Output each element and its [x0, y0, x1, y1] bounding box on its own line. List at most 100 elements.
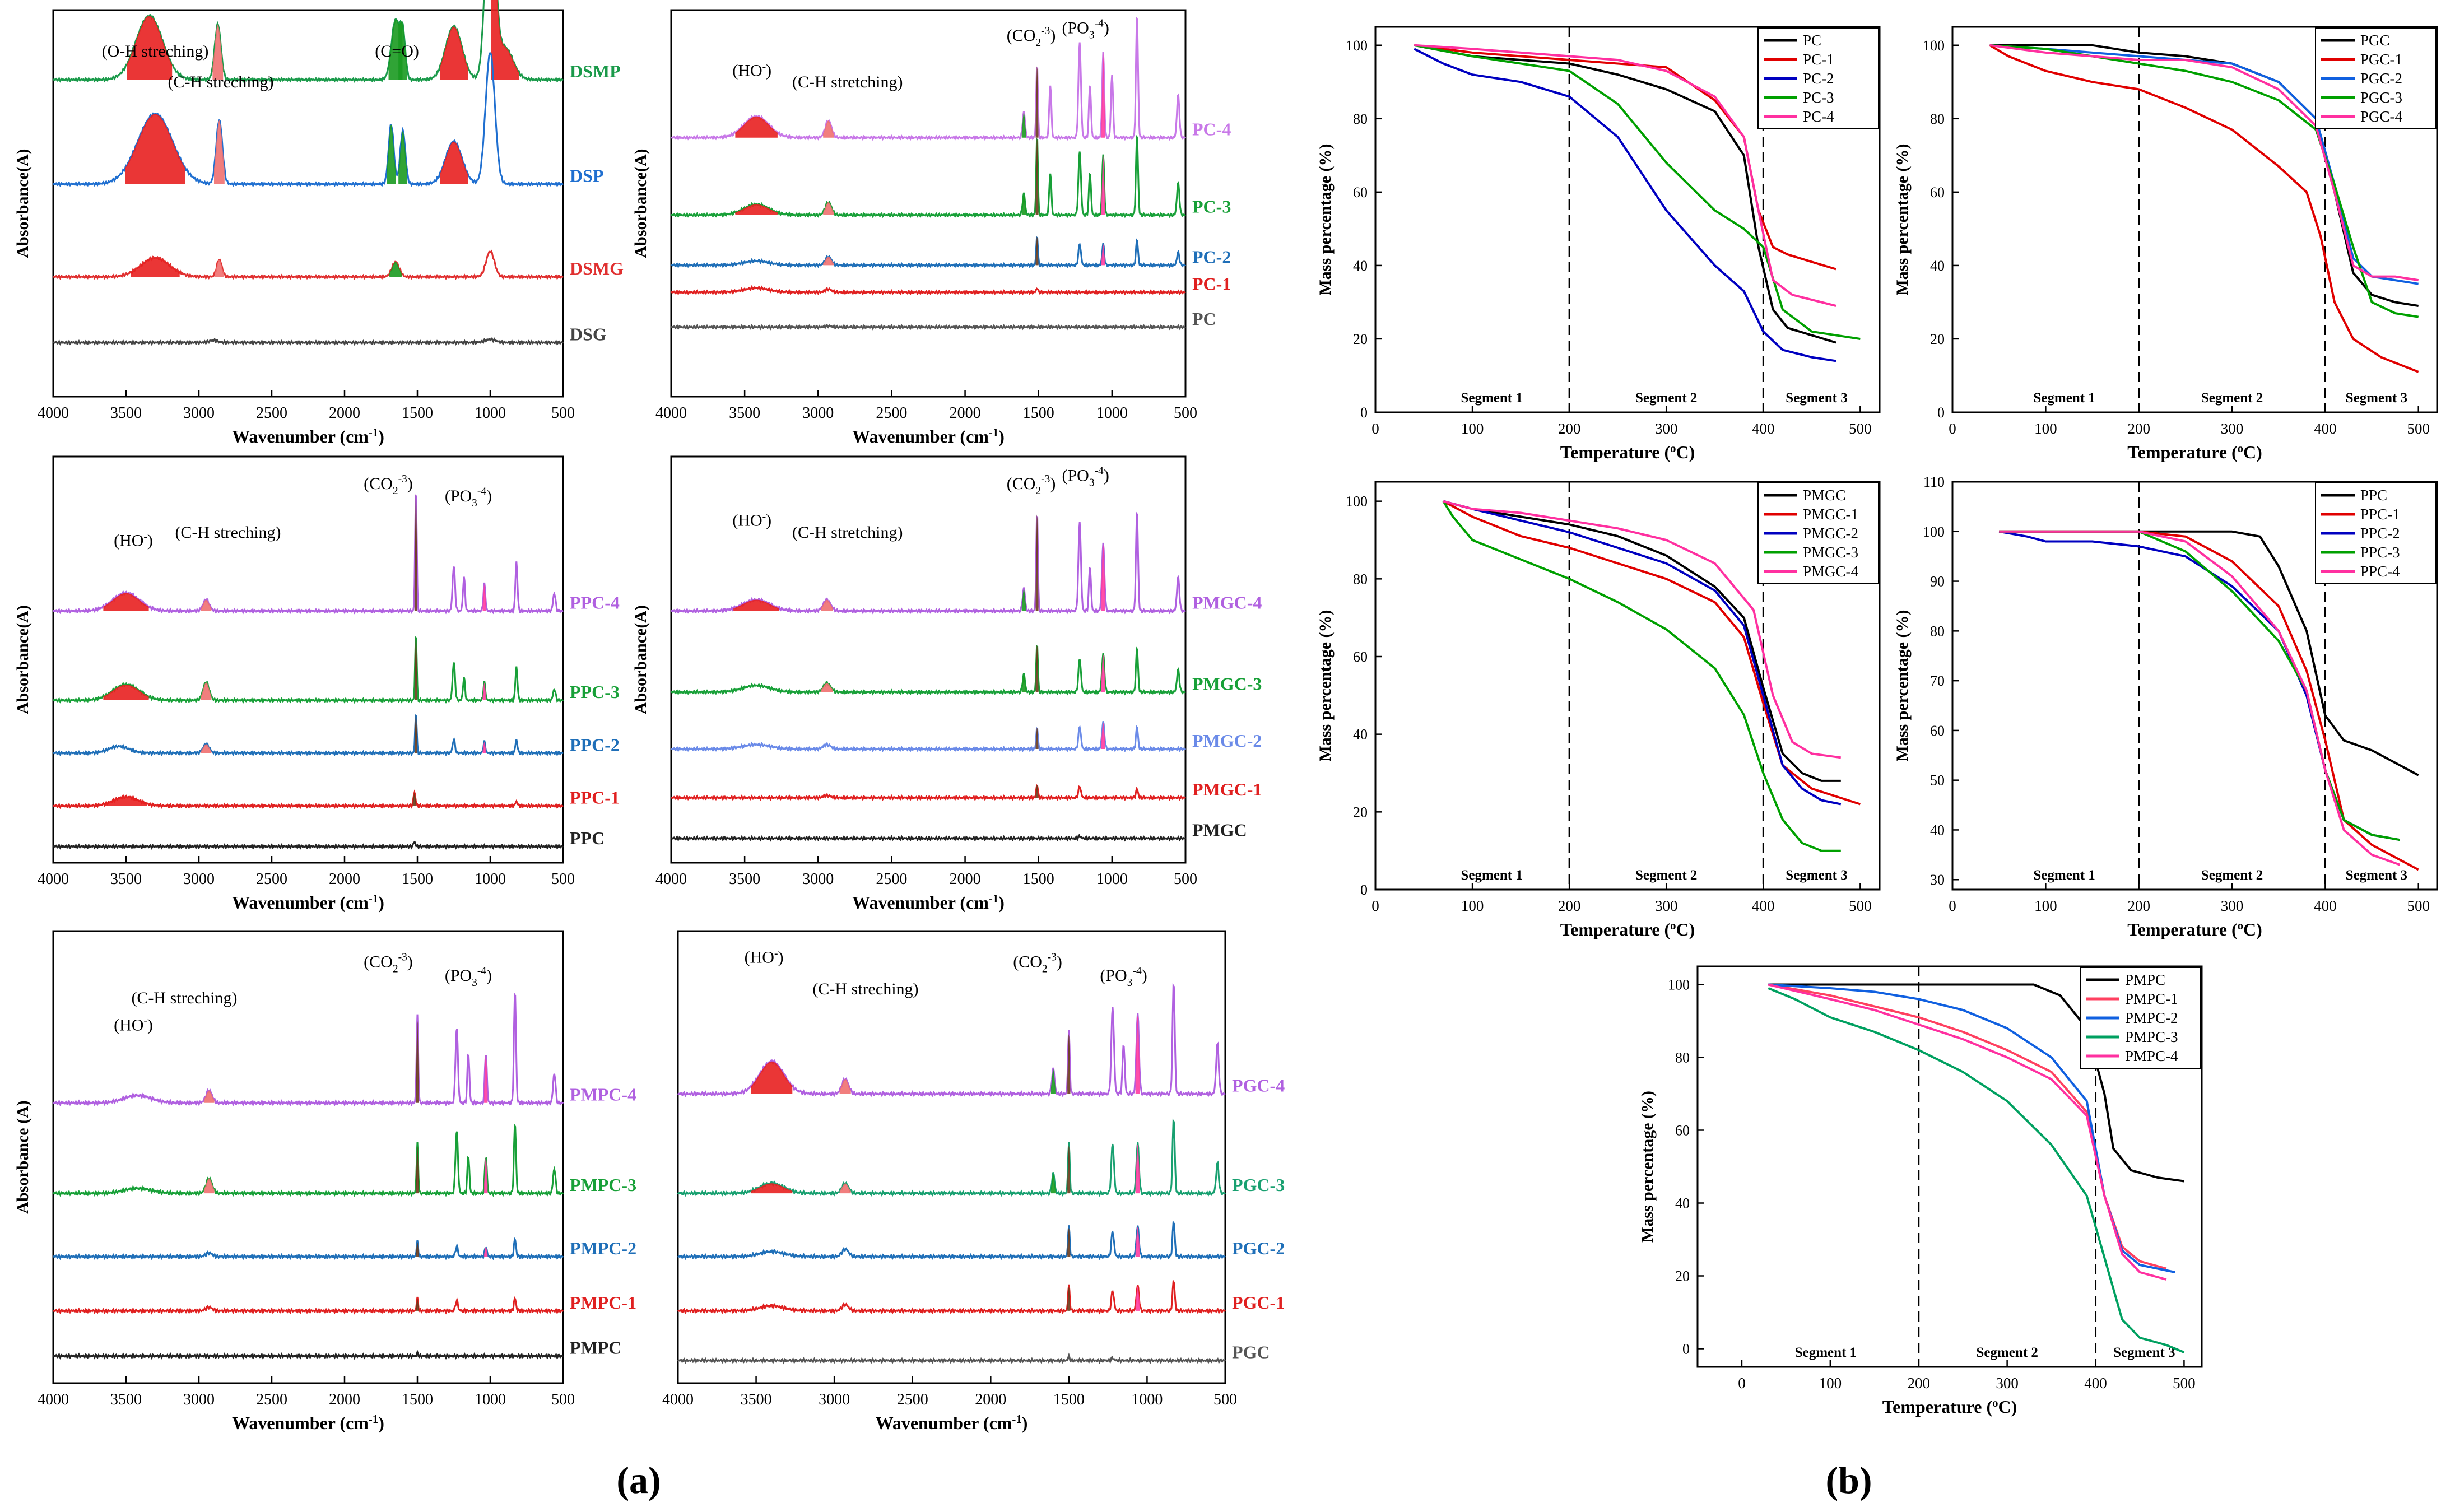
x-tick-label: 500 [1174, 871, 1197, 888]
y-axis-label: Mass percentage (%) [1893, 610, 1912, 761]
series-line-PGC-3 [677, 1118, 1226, 1197]
annotation: (CO2-3) [1007, 473, 1056, 497]
peak-fill [1035, 785, 1039, 798]
x-tick-label: 500 [551, 404, 575, 422]
segment-label: Segment 1 [2033, 390, 2095, 406]
x-tick-label: 2500 [876, 404, 907, 422]
plot-frame [670, 9, 1187, 398]
legend-entry: PMGC-2 [1803, 525, 1858, 542]
y-tick-label: 80 [1675, 1050, 1690, 1066]
y-tick-label: 70 [1930, 673, 1945, 689]
y-axis-label: Mass percentage (%) [1316, 610, 1335, 761]
series-label-DSP: DSP [570, 166, 603, 186]
y-tick-label: 0 [1360, 882, 1368, 898]
peak-fill [416, 1242, 419, 1257]
segment-label: Segment 1 [2033, 868, 2095, 883]
peak-fill [398, 131, 407, 184]
segment-label: Segment 3 [2113, 1345, 2175, 1360]
y-axis-label: Absorbance (A) [13, 1100, 32, 1214]
x-tick-label: 4000 [655, 871, 687, 888]
series-line-PMGC-4 [670, 511, 1187, 615]
peak-fill [751, 1183, 793, 1194]
peak-fill [1021, 113, 1026, 138]
x-tick-label: 400 [1752, 897, 1775, 914]
series-label-PC: PC [1192, 309, 1216, 329]
plot-frame [1374, 26, 1881, 413]
series-line-PMGC-3 [1442, 500, 1841, 852]
x-axis-label: Wavenumber (cm-1) [232, 426, 384, 446]
series-line-PMGC-2 [670, 720, 1187, 753]
x-tick-label: 500 [551, 871, 575, 888]
peak-fill [103, 593, 149, 611]
series-line-PC-2 [1414, 48, 1836, 362]
peak-fill [1067, 1227, 1071, 1257]
x-tick-label: 0 [1949, 897, 1956, 914]
x-tick-label: 200 [2127, 420, 2150, 437]
peak-fill [1101, 244, 1105, 266]
series-line-PC [670, 323, 1187, 331]
peak-fill [1135, 1227, 1140, 1257]
peak-fill [1135, 1286, 1140, 1311]
series-line-PPC-4 [52, 494, 564, 615]
y-tick-label: 50 [1930, 773, 1945, 789]
y-tick-label: 80 [1353, 571, 1368, 587]
x-tick-label: 1000 [475, 404, 506, 422]
peak-fill [1050, 1174, 1056, 1194]
plot-frame [1696, 965, 2203, 1368]
annotation: (C-H streching) [131, 989, 237, 1007]
series-label-PMPC-1: PMPC-1 [570, 1292, 636, 1313]
series-line-PC-1 [670, 285, 1187, 296]
peak-fill [203, 1090, 215, 1103]
peak-fill [823, 202, 834, 215]
series-line-PMPC-4 [52, 992, 564, 1107]
annotation: (HO-) [745, 948, 784, 967]
legend-entry: PMPC-1 [2125, 990, 2178, 1007]
y-tick-label: 60 [1353, 649, 1368, 665]
x-tick-label: 1000 [475, 1391, 506, 1408]
peak-fill [414, 714, 417, 753]
legend-entry: PC-3 [1803, 89, 1834, 106]
annotation: (O-H streching) [102, 42, 209, 61]
x-tick-label: 2000 [950, 404, 981, 422]
x-tick-label: 4000 [38, 404, 69, 422]
y-tick-label: 100 [1923, 38, 1945, 54]
y-tick-label: 100 [1923, 524, 1945, 540]
peak-fill [733, 599, 779, 611]
peak-fill [1050, 1069, 1056, 1094]
annotation: (CO2-3) [364, 473, 413, 497]
series-line-DSMP [52, 0, 564, 83]
series-line-PMPC-1 [1768, 983, 2167, 1270]
series-label-PC-2: PC-2 [1192, 246, 1231, 267]
x-tick-label: 400 [2084, 1375, 2107, 1392]
x-tick-label: 2000 [950, 871, 981, 888]
series-line-PMPC-3 [1768, 987, 2185, 1353]
peak-fill [484, 1156, 488, 1194]
peak-fill [414, 636, 417, 700]
series-line-PMPC-2 [1768, 983, 2176, 1273]
series-line-PC-3 [670, 134, 1187, 218]
y-tick-label: 80 [1930, 623, 1945, 639]
peak-fill [127, 16, 173, 80]
panel-label-a: (a) [616, 1459, 661, 1501]
series-line-PMPC-4 [1768, 983, 2167, 1281]
segment-label: Segment 1 [1461, 868, 1522, 883]
peak-fill [1135, 1016, 1140, 1094]
peak-fill [839, 1183, 851, 1194]
x-tick-label: 300 [2221, 420, 2244, 437]
x-tick-label: 2000 [329, 1391, 360, 1408]
x-axis-label: Temperature (oC) [1560, 919, 1695, 939]
legend-entry: PPC-2 [2360, 525, 2400, 542]
series-label-PPC-2: PPC-2 [570, 734, 620, 755]
series-line-PPC [52, 840, 564, 850]
x-tick-label: 400 [2314, 420, 2337, 437]
legend-entry: PGC-2 [2360, 70, 2402, 87]
x-axis-label: Wavenumber (cm-1) [852, 426, 1005, 446]
peak-fill [416, 1299, 419, 1311]
series-line-PMPC-2 [52, 1237, 564, 1260]
x-tick-label: 200 [1558, 897, 1581, 914]
series-line-PC-4 [1414, 44, 1836, 307]
series-line-PMPC [1768, 983, 2184, 1183]
x-tick-label: 3500 [110, 404, 142, 422]
